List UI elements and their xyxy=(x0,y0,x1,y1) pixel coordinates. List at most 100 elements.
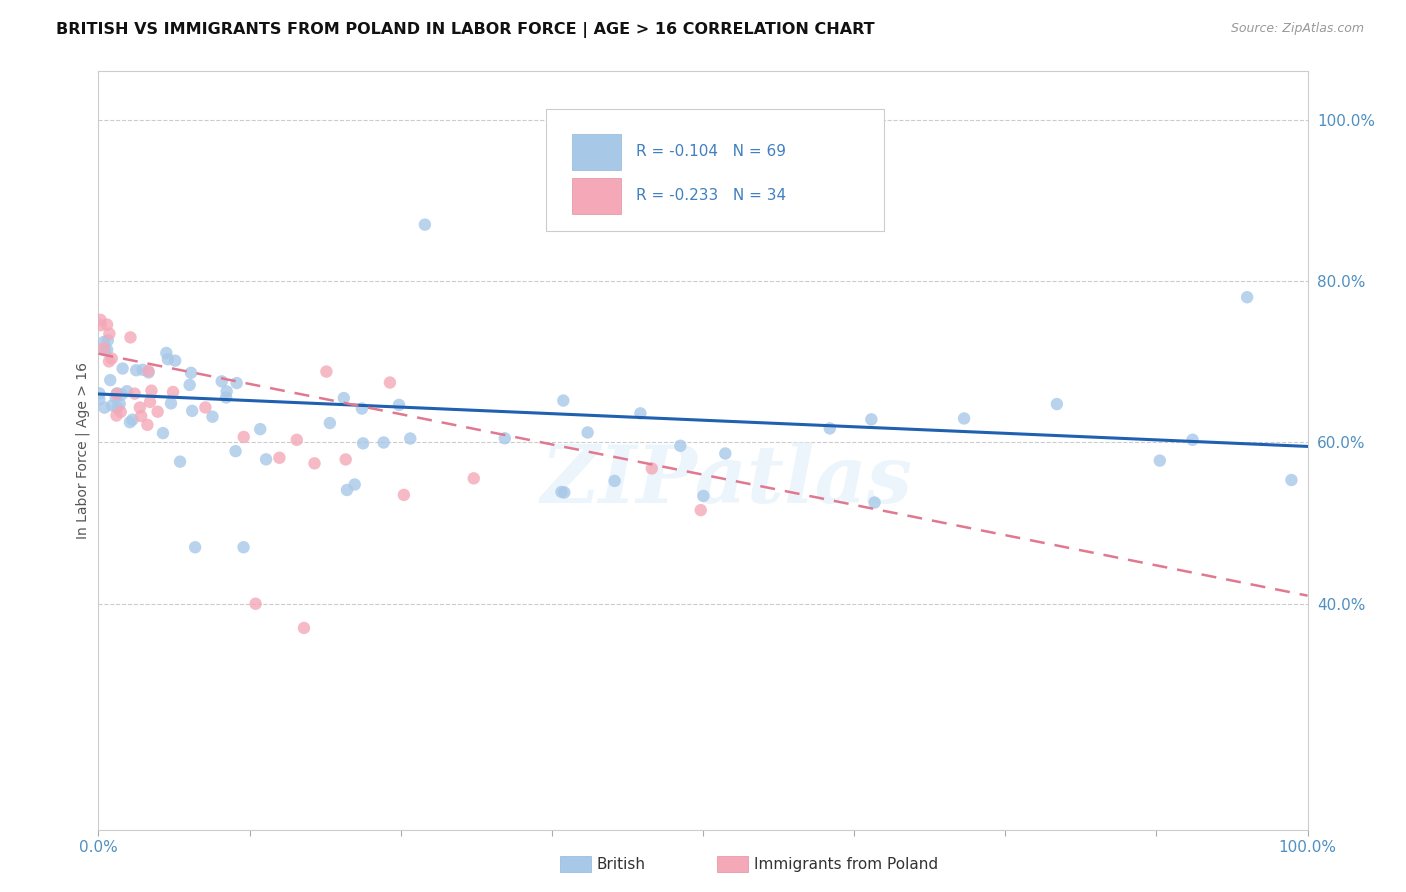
Point xyxy=(628,406,651,420)
Point xyxy=(343,477,366,491)
Point xyxy=(215,391,238,405)
Point xyxy=(179,378,201,392)
Point xyxy=(333,391,356,405)
Point xyxy=(107,401,129,415)
Point xyxy=(211,375,233,389)
Point xyxy=(120,330,142,344)
Point xyxy=(104,391,127,405)
Point xyxy=(603,474,626,488)
Point xyxy=(463,471,485,485)
Point xyxy=(169,455,191,469)
Point xyxy=(105,387,128,401)
Point xyxy=(494,431,516,445)
Point xyxy=(138,366,160,380)
Point xyxy=(413,218,436,232)
Point xyxy=(165,353,187,368)
Text: British: British xyxy=(596,857,645,871)
Point xyxy=(335,452,357,467)
Point xyxy=(254,452,277,467)
Point xyxy=(194,401,217,415)
Point xyxy=(89,386,111,401)
Point xyxy=(180,366,202,380)
Point xyxy=(1181,433,1204,447)
Text: BRITISH VS IMMIGRANTS FROM POLAND IN LABOR FORCE | AGE > 16 CORRELATION CHART: BRITISH VS IMMIGRANTS FROM POLAND IN LAB… xyxy=(56,22,875,38)
Point xyxy=(350,401,373,416)
Point xyxy=(550,485,572,500)
Point xyxy=(285,433,308,447)
Point xyxy=(141,384,163,398)
Point xyxy=(215,384,238,399)
Point xyxy=(863,495,886,509)
Bar xyxy=(572,134,621,169)
Point xyxy=(553,485,575,500)
Text: R = -0.233   N = 34: R = -0.233 N = 34 xyxy=(637,188,786,203)
Point xyxy=(319,416,342,430)
Point xyxy=(110,405,132,419)
Point xyxy=(669,439,692,453)
Point xyxy=(110,387,132,401)
Bar xyxy=(572,178,621,214)
Point xyxy=(245,597,267,611)
Point xyxy=(304,456,326,470)
Point xyxy=(225,444,247,458)
Point xyxy=(399,432,422,446)
Point xyxy=(98,354,121,368)
Point xyxy=(860,412,883,426)
Point xyxy=(576,425,599,440)
Point xyxy=(1236,290,1258,304)
Point xyxy=(108,397,131,411)
Point xyxy=(373,435,395,450)
Point xyxy=(132,363,155,377)
Point xyxy=(139,395,162,409)
Point xyxy=(118,415,141,429)
Point xyxy=(101,351,124,366)
Point xyxy=(315,365,337,379)
Point xyxy=(96,318,118,332)
Point xyxy=(152,426,174,441)
Point xyxy=(269,450,291,465)
Point xyxy=(292,621,315,635)
Point xyxy=(162,384,184,399)
Point xyxy=(818,421,841,435)
Point xyxy=(98,373,121,387)
Point xyxy=(93,401,115,415)
Point xyxy=(98,326,121,341)
Point xyxy=(388,398,411,412)
Point xyxy=(641,461,664,475)
Point xyxy=(1149,453,1171,467)
Point xyxy=(89,313,111,327)
Point xyxy=(101,399,124,413)
Point xyxy=(201,409,224,424)
Point xyxy=(90,318,112,333)
Point xyxy=(94,343,117,358)
Point xyxy=(953,411,976,425)
Point xyxy=(689,503,711,517)
Point xyxy=(129,409,152,423)
Point xyxy=(1046,397,1069,411)
Point xyxy=(392,488,415,502)
FancyBboxPatch shape xyxy=(546,109,884,230)
Point xyxy=(125,363,148,377)
Point xyxy=(136,417,159,432)
Point xyxy=(138,364,160,378)
Point xyxy=(96,343,118,357)
Point xyxy=(1281,473,1303,487)
Text: Source: ZipAtlas.com: Source: ZipAtlas.com xyxy=(1230,22,1364,36)
Point xyxy=(714,446,737,460)
Point xyxy=(181,404,204,418)
Point xyxy=(97,334,120,348)
Point xyxy=(105,386,128,401)
Point xyxy=(225,376,247,390)
Text: R = -0.104   N = 69: R = -0.104 N = 69 xyxy=(637,145,786,160)
Point xyxy=(553,393,575,408)
Point xyxy=(352,436,374,450)
Point xyxy=(89,392,111,407)
Point xyxy=(155,346,177,360)
Point xyxy=(378,376,401,390)
Point xyxy=(124,386,146,401)
Point xyxy=(121,412,143,426)
Point xyxy=(692,489,714,503)
Point xyxy=(93,334,115,349)
Point xyxy=(146,405,169,419)
Point xyxy=(111,361,134,376)
